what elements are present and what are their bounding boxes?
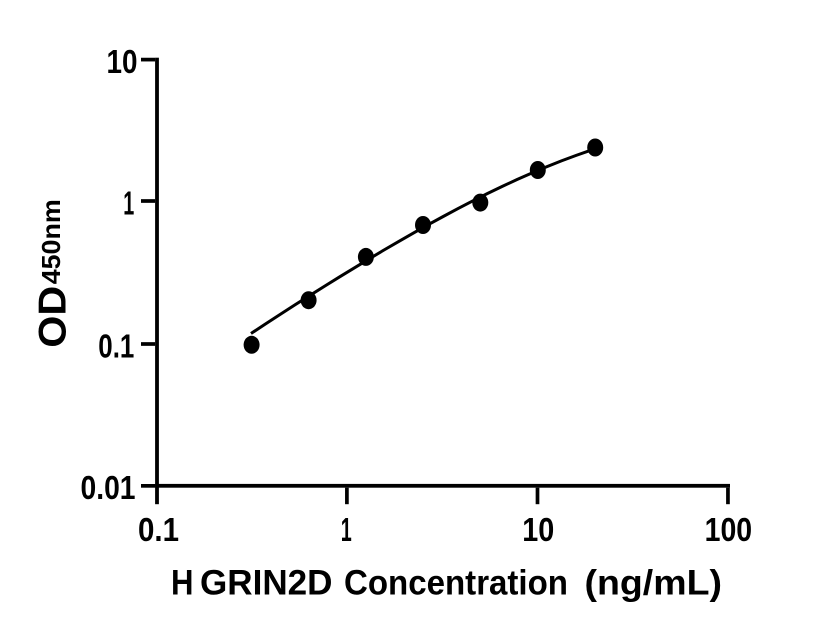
svg-text:100: 100 [705,512,753,549]
svg-text:0.1: 0.1 [98,328,134,365]
svg-text:450nm: 450nm [36,199,66,284]
svg-text:GRIN2D: GRIN2D [200,563,333,603]
svg-text:0.1: 0.1 [138,512,179,549]
svg-text:Concentration: Concentration [344,563,568,603]
svg-text:H: H [171,563,194,603]
svg-text:1: 1 [341,512,352,549]
svg-text:OD: OD [31,286,74,348]
svg-text:10: 10 [107,43,138,80]
svg-text:10: 10 [522,512,554,549]
svg-text:1: 1 [123,184,134,221]
svg-text:0.01: 0.01 [81,469,136,506]
svg-text:(ng/mL): (ng/mL) [585,563,723,603]
